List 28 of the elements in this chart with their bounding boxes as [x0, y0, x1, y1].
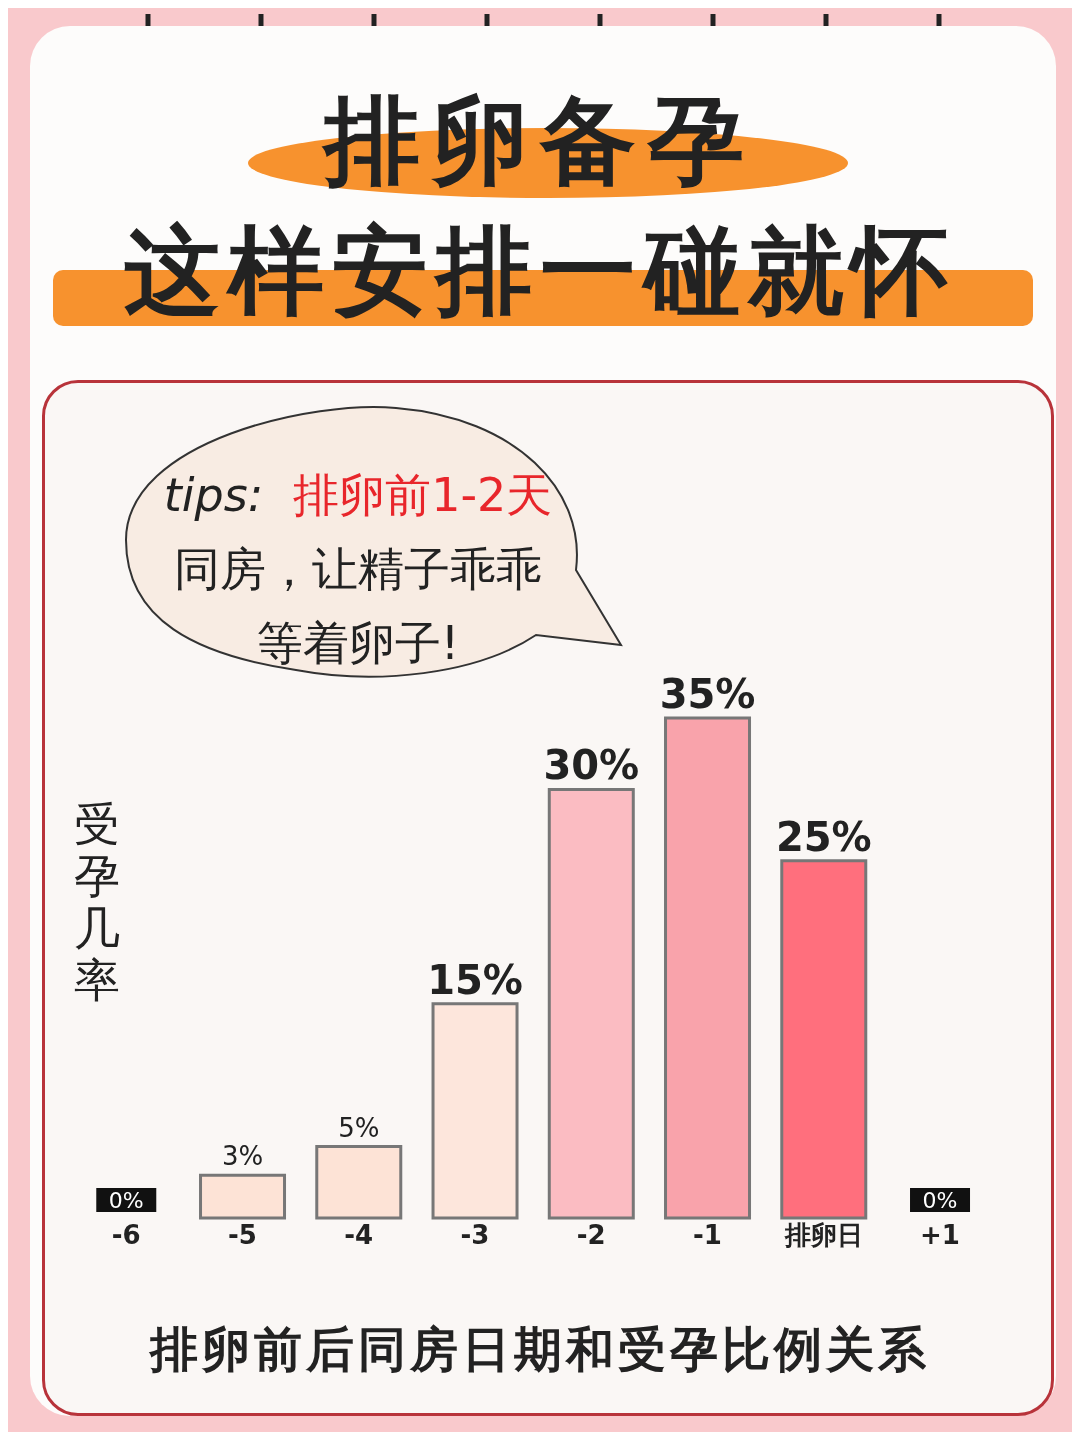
x-tick-label: +1: [919, 1220, 960, 1251]
data-label: 0%: [922, 1188, 958, 1213]
x-tick-label: 排卵日: [783, 1220, 863, 1251]
x-axis-title: 排卵前后同房日期和受孕比例关系: [148, 1320, 931, 1379]
bar: [199, 1173, 287, 1220]
text: tips:: [163, 468, 264, 522]
data-label: 25%: [775, 813, 872, 860]
x-tick-label: -5: [227, 1220, 257, 1251]
bar: [315, 1145, 403, 1220]
data-label: 30%: [543, 742, 640, 789]
bar: [780, 859, 868, 1220]
bar: [547, 787, 635, 1220]
x-tick-label: -6: [111, 1220, 141, 1251]
x-tick-label: -1: [692, 1220, 722, 1251]
data-label: 15%: [427, 956, 523, 1003]
data-label: 5%: [338, 1112, 380, 1143]
y-axis-title: 受孕几率: [74, 797, 121, 1007]
data-label: 0%: [108, 1188, 144, 1213]
x-tick-label: -4: [344, 1220, 374, 1251]
data-label: 3%: [221, 1141, 264, 1172]
text: 等着卵子!: [255, 615, 461, 672]
bar: [431, 1002, 519, 1220]
x-tick-label: -3: [460, 1220, 490, 1251]
text: 同房，让精子乖乖: [173, 541, 543, 598]
data-label: 35%: [659, 671, 756, 717]
bar: [664, 716, 752, 1220]
text: 排卵前1-2天: [293, 468, 553, 522]
x-tick-label: -2: [576, 1220, 606, 1251]
